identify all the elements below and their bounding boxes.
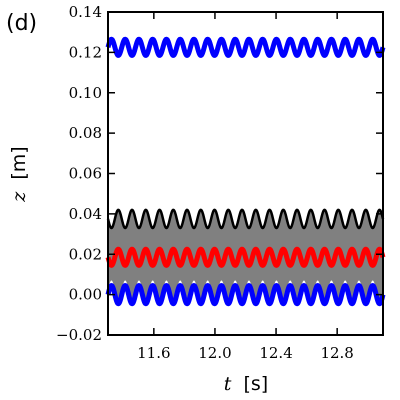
y-tick-label: 0.10: [69, 84, 102, 102]
plot-frame: [107, 11, 384, 336]
y-axis-label: z [m]: [8, 146, 30, 202]
y-axis-symbol: z: [8, 191, 30, 203]
series-line-1: [105, 36, 386, 58]
y-tick-label: 0.02: [69, 245, 102, 263]
y-tick-label: −0.02: [56, 326, 102, 344]
x-tick-label: 11.6: [137, 344, 170, 362]
series-line-3: [105, 246, 386, 268]
x-tick-label: 12.4: [259, 344, 292, 362]
x-axis-label: t [s]: [224, 373, 268, 395]
y-axis-unit: [m]: [8, 146, 30, 179]
x-axis-symbol: t: [224, 373, 232, 395]
series-line-4: [105, 283, 386, 307]
series-line-2: [106, 208, 385, 230]
y-tick-label: 0.04: [69, 205, 102, 223]
series-layer: [105, 36, 386, 307]
y-tick-label: 0.06: [69, 165, 102, 183]
x-axis-unit: [s]: [243, 373, 268, 395]
y-tick-label: 0.12: [69, 43, 102, 61]
x-tick-label: 12.8: [320, 344, 353, 362]
ticks-layer: −0.02 0.00 0.02 0.04 0.06 0.08 0.10 0.12 0.14 11.…: [56, 3, 383, 362]
y-tick-label: 0.14: [69, 3, 102, 21]
panel-label: (d): [6, 11, 37, 36]
y-tick-label: 0.08: [69, 124, 102, 142]
x-tick-label: 12.0: [198, 344, 231, 362]
y-tick-label: 0.00: [69, 286, 102, 304]
